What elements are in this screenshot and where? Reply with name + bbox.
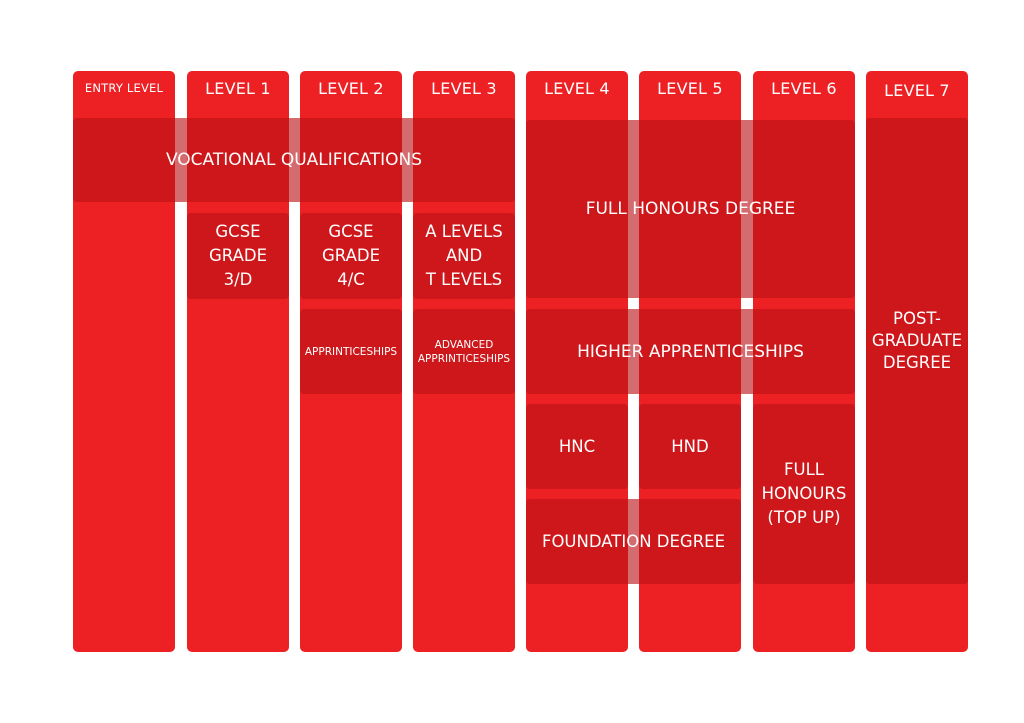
level-label-6: LEVEL 6 bbox=[771, 79, 837, 98]
block-hnc: HNC bbox=[526, 404, 628, 489]
block-gcse-grade-4c: GCSE GRADE 4/C bbox=[300, 213, 402, 299]
block-foundation-degree: FOUNDATION DEGREE bbox=[526, 499, 741, 584]
block-gcse-grade-3d: GCSE GRADE 3/D bbox=[187, 213, 289, 299]
block-full-honours-top-up: FULL HONOURS (TOP UP) bbox=[753, 404, 855, 584]
level-label-4: LEVEL 4 bbox=[544, 79, 610, 98]
block-post-graduate-degree: POST- GRADUATE DEGREE bbox=[866, 118, 968, 584]
level-label-2: LEVEL 2 bbox=[318, 79, 384, 98]
block-hnd: HND bbox=[639, 404, 741, 489]
block-vocational-qualifications: VOCATIONAL QUALIFICATIONS bbox=[73, 118, 515, 202]
level-label-1: LEVEL 1 bbox=[205, 79, 271, 98]
block-full-honours-degree: FULL HONOURS DEGREE bbox=[526, 120, 855, 298]
block-apprenticeships: APPRINTICESHIPS bbox=[300, 309, 402, 394]
block-advanced-apprenticeships: ADVANCED APPRINTICESHIPS bbox=[413, 309, 515, 394]
level-label-7: LEVEL 7 bbox=[884, 81, 950, 100]
level-label-5: LEVEL 5 bbox=[657, 79, 723, 98]
block-a-levels-t-levels: A LEVELS AND T LEVELS bbox=[413, 213, 515, 299]
level-label-3: LEVEL 3 bbox=[431, 79, 497, 98]
block-higher-apprenticeships: HIGHER APPRENTICESHIPS bbox=[526, 309, 855, 394]
level-label-entry: ENTRY LEVEL bbox=[84, 81, 164, 95]
